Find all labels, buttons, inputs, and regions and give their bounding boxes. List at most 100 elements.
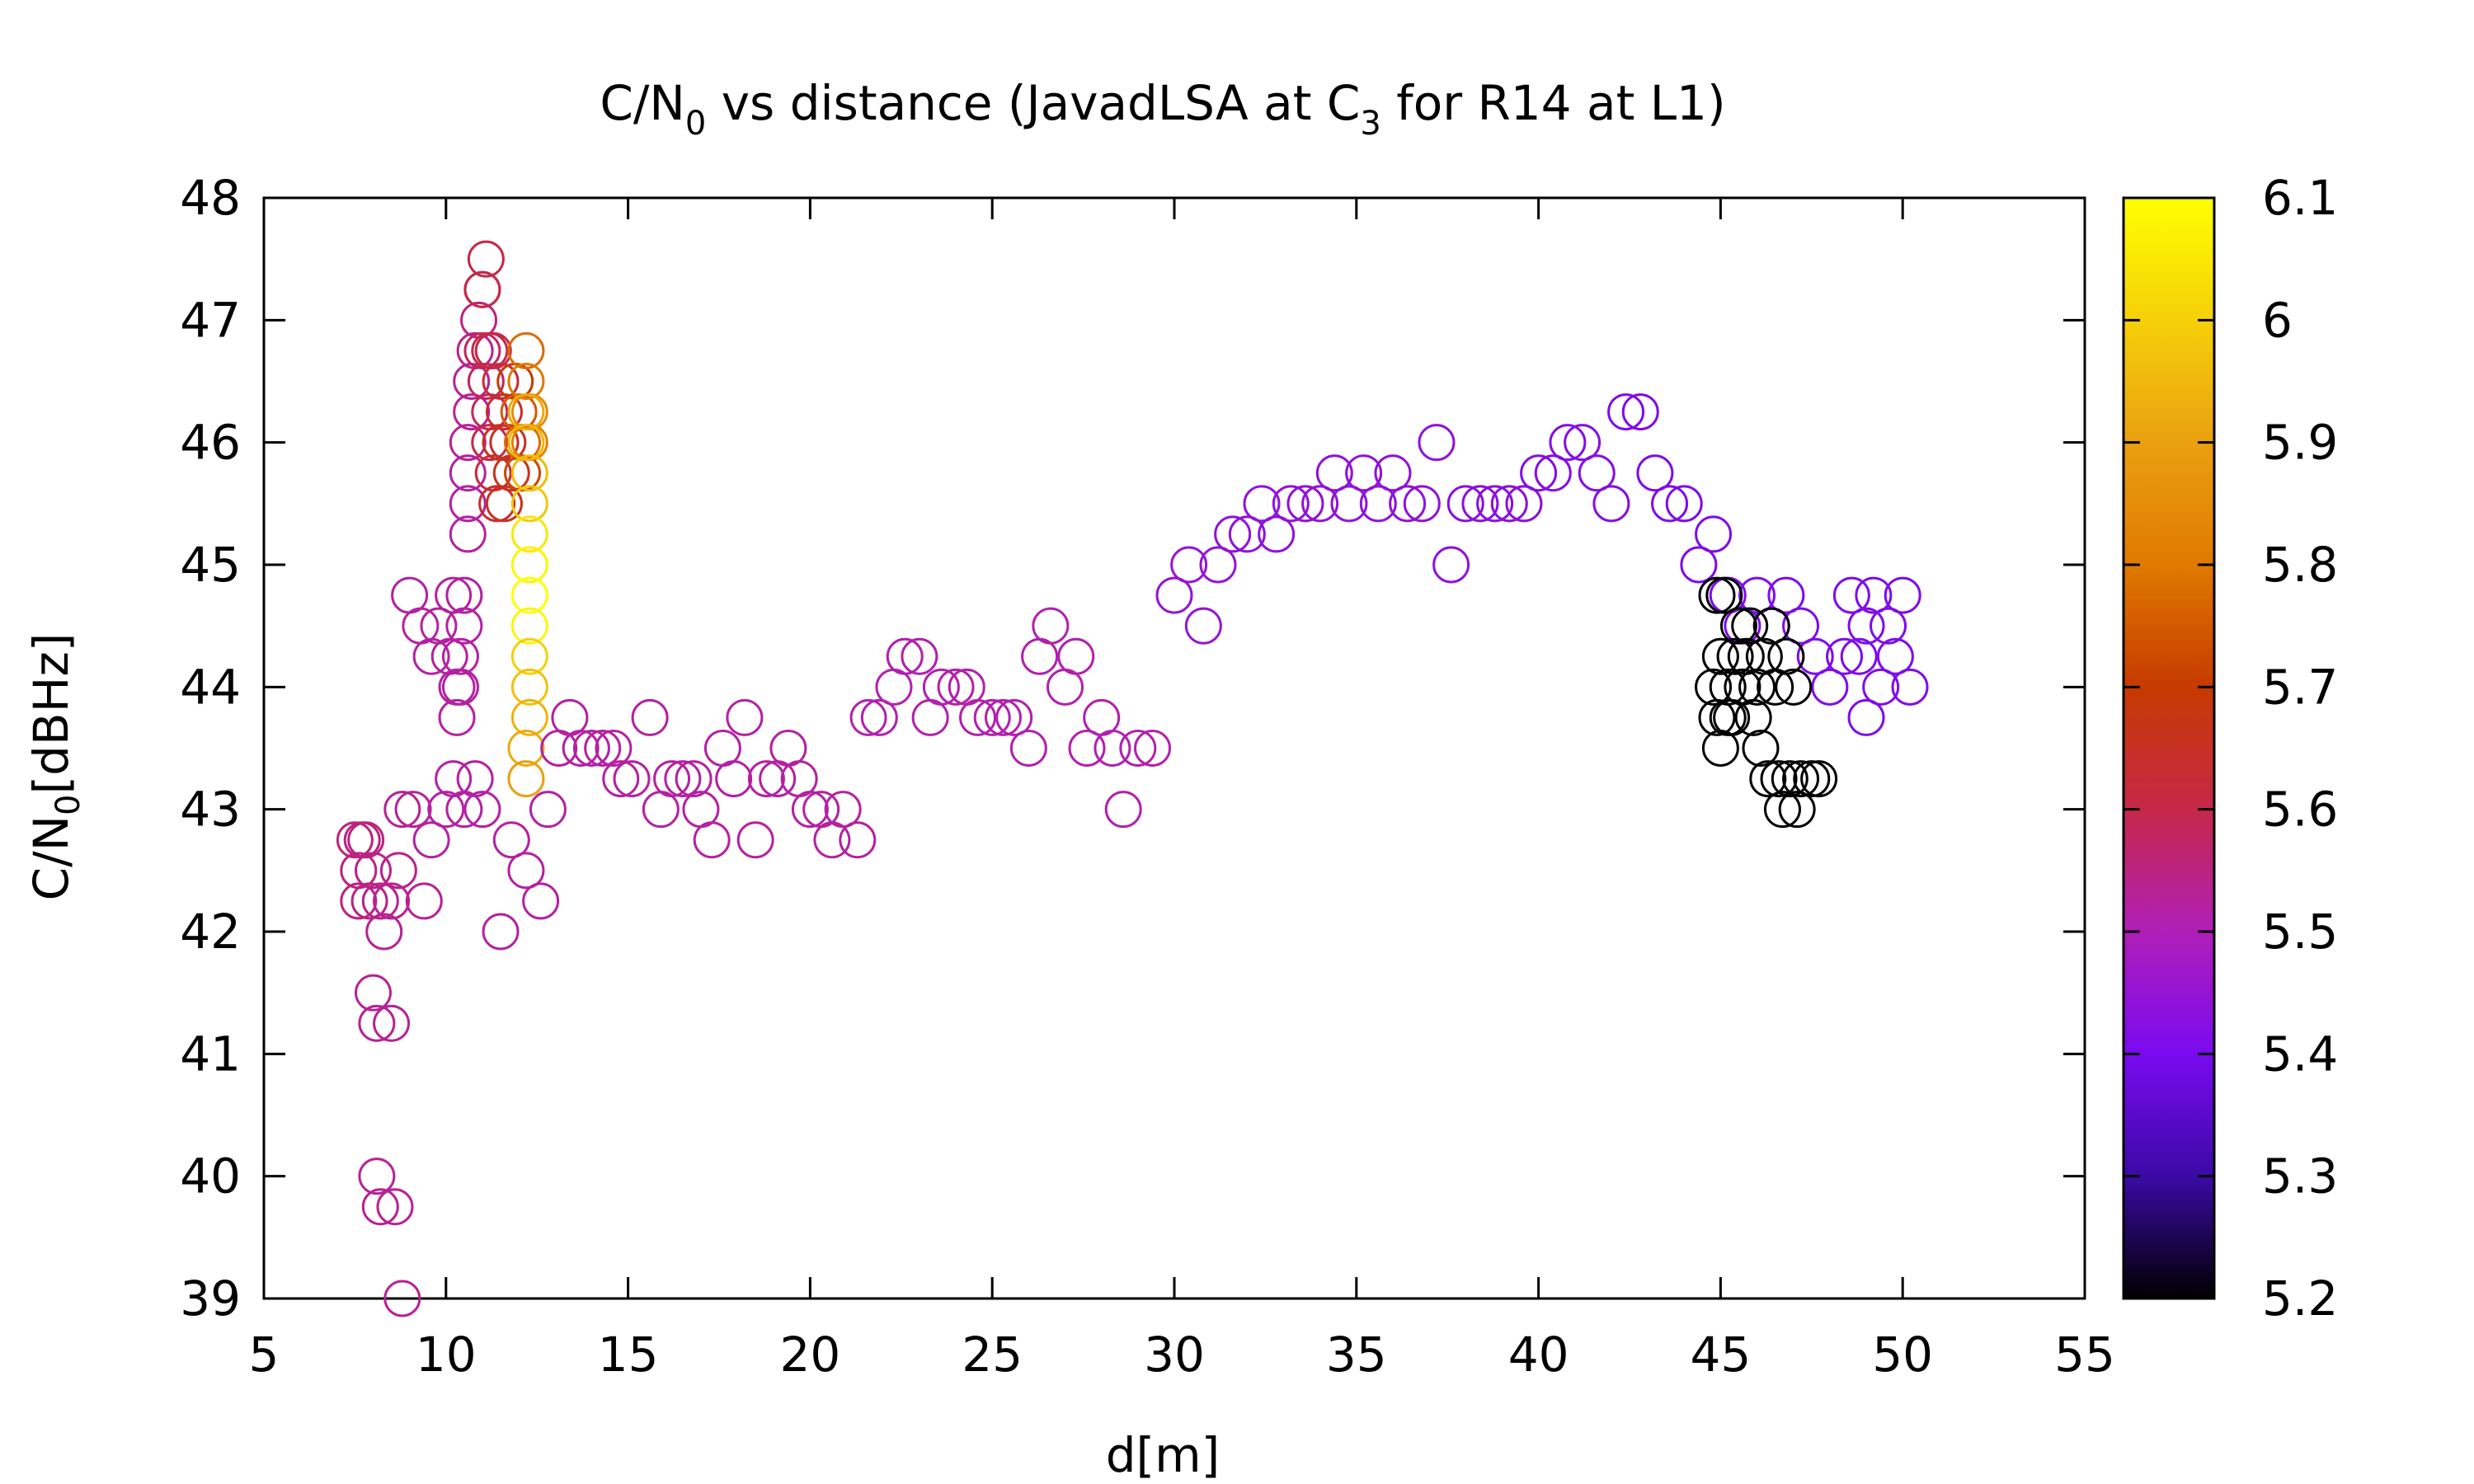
- data-point: [1826, 637, 1864, 675]
- data-point: [1461, 485, 1499, 523]
- data-point: [449, 485, 487, 523]
- data-point: [1719, 607, 1757, 645]
- data-point: [507, 424, 545, 462]
- data-point: [1345, 454, 1383, 492]
- data-point: [664, 760, 702, 798]
- data-point: [463, 791, 501, 829]
- data-point: [1709, 698, 1747, 736]
- colorbar-gradient: [2124, 198, 2214, 1298]
- data-point: [959, 698, 997, 736]
- data-point: [849, 698, 887, 736]
- data-point: [824, 791, 862, 829]
- data-point: [485, 485, 523, 523]
- data-point: [449, 454, 487, 492]
- data-point: [1374, 454, 1412, 492]
- data-point: [383, 791, 421, 829]
- data-point: [507, 730, 545, 767]
- data-point: [373, 882, 411, 920]
- x-tick-label: 15: [598, 1327, 659, 1383]
- data-point: [361, 1188, 399, 1226]
- data-point: [478, 485, 516, 523]
- colorbar-tick-label: 5.8: [2262, 537, 2338, 593]
- data-point: [510, 607, 548, 645]
- x-axis: 5 10 15 20 25 30 35 40 45 50 55: [249, 198, 2115, 1383]
- x-tick-label: 45: [1690, 1327, 1751, 1383]
- data-point: [394, 791, 432, 829]
- data-point: [1767, 637, 1805, 675]
- data-point: [1738, 668, 1776, 706]
- data-point: [1104, 791, 1142, 829]
- data-point: [438, 698, 476, 736]
- data-point: [507, 393, 545, 431]
- data-point: [1891, 668, 1929, 706]
- data-point: [1734, 698, 1772, 736]
- data-point: [412, 821, 450, 859]
- data-point: [354, 852, 392, 890]
- data-point: [562, 730, 600, 767]
- data-point: [373, 1004, 411, 1042]
- data-point: [471, 331, 509, 369]
- data-point: [1621, 393, 1659, 431]
- data-point: [973, 698, 1011, 736]
- data-point: [653, 760, 691, 798]
- data-point: [510, 515, 548, 553]
- data-point: [1607, 393, 1645, 431]
- data-point: [1009, 730, 1047, 767]
- data-point: [715, 760, 753, 798]
- data-point: [1243, 485, 1281, 523]
- data-point: [445, 576, 483, 614]
- data-point: [1742, 730, 1780, 767]
- data-point: [1782, 607, 1820, 645]
- data-point: [1272, 485, 1310, 523]
- data-point: [613, 760, 651, 798]
- data-point: [1564, 424, 1602, 462]
- data-point: [1738, 576, 1776, 614]
- data-point: [1665, 485, 1703, 523]
- data-point: [726, 698, 764, 736]
- data-point: [1749, 760, 1787, 798]
- y-tick-label: 48: [180, 170, 241, 226]
- data-point: [1793, 760, 1831, 798]
- data-point: [1578, 454, 1616, 492]
- x-tick-label: 50: [1872, 1327, 1933, 1383]
- y-tick-label: 39: [180, 1270, 241, 1327]
- data-point: [467, 240, 505, 278]
- y-tick-label: 43: [180, 782, 241, 838]
- data-point: [1775, 668, 1813, 706]
- data-point: [376, 1188, 414, 1226]
- data-markers: [336, 240, 1929, 1317]
- data-point: [1119, 730, 1157, 767]
- data-point: [467, 363, 505, 400]
- data-point: [1701, 637, 1739, 675]
- x-tick-label: 55: [2054, 1327, 2115, 1383]
- data-point: [1032, 607, 1070, 645]
- data-point: [1490, 485, 1528, 523]
- data-point: [1763, 791, 1801, 829]
- data-point: [463, 331, 501, 369]
- data-point: [336, 821, 374, 859]
- data-point: [1701, 730, 1739, 767]
- data-point: [1840, 637, 1878, 675]
- data-point: [736, 821, 774, 859]
- data-point: [347, 821, 385, 859]
- data-point: [449, 515, 487, 553]
- colorbar-tick-label: 5.7: [2262, 659, 2338, 715]
- data-point: [1330, 485, 1368, 523]
- data-point: [1811, 668, 1849, 706]
- data-point: [354, 974, 392, 1012]
- y-tick-label: 44: [180, 659, 241, 715]
- data-point: [922, 668, 960, 706]
- data-point: [1862, 668, 1900, 706]
- data-point: [1534, 454, 1572, 492]
- data-point: [1698, 576, 1736, 614]
- data-point: [463, 270, 501, 308]
- data-point: [584, 730, 622, 767]
- data-point: [860, 698, 898, 736]
- data-point: [1884, 576, 1921, 614]
- data-point: [453, 393, 491, 431]
- x-tick-label: 20: [779, 1327, 840, 1383]
- data-point: [358, 1158, 396, 1195]
- data-point: [1258, 515, 1296, 553]
- data-point: [901, 637, 938, 675]
- data-point: [1695, 668, 1733, 706]
